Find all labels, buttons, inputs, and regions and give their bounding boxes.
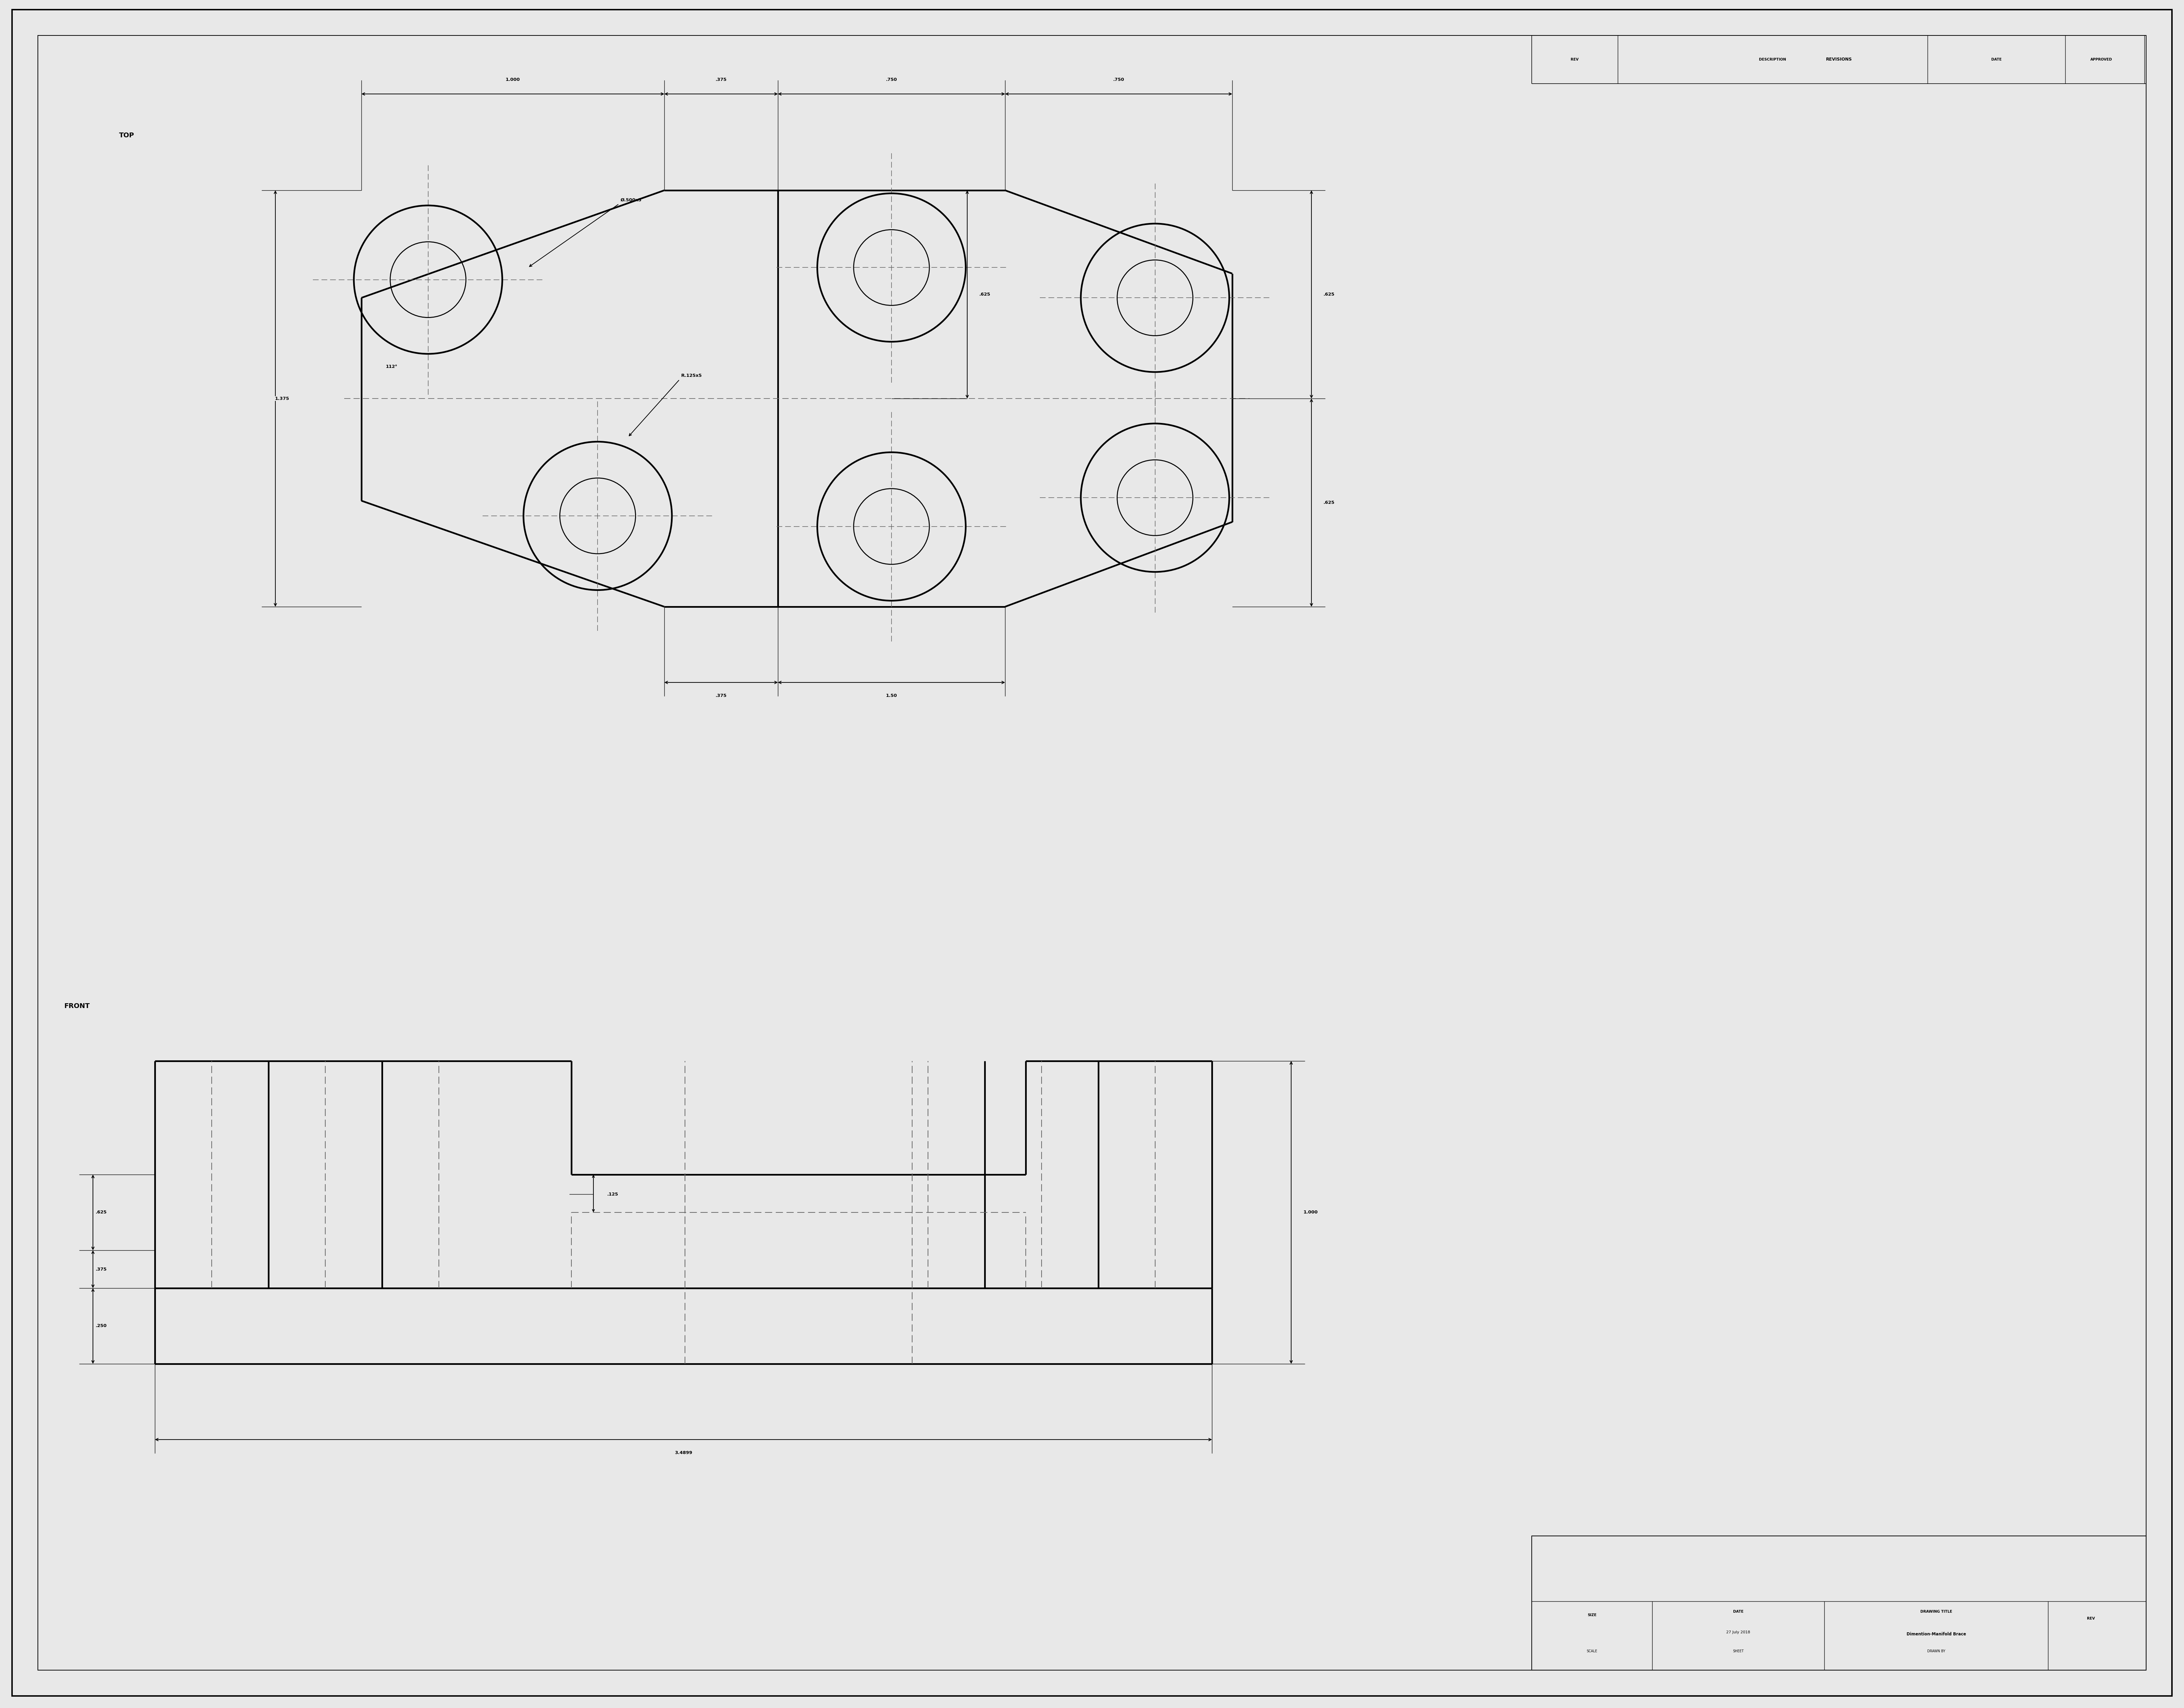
Text: APPROVED: APPROVED: [2090, 58, 2112, 61]
Text: REVISIONS: REVISIONS: [1826, 58, 1852, 61]
Text: FRONT: FRONT: [63, 1003, 90, 1009]
Text: Dimention-Manifold Brace: Dimention-Manifold Brace: [1907, 1631, 1966, 1636]
Text: .250: .250: [96, 1324, 107, 1329]
Text: .625: .625: [1324, 500, 1334, 506]
Text: .750: .750: [887, 77, 898, 82]
Text: 27 July 2018: 27 July 2018: [1725, 1631, 1749, 1635]
Text: .625: .625: [978, 292, 992, 297]
Text: REV: REV: [1570, 58, 1579, 61]
Text: .375: .375: [96, 1267, 107, 1271]
Text: 1.50: 1.50: [887, 693, 898, 699]
Text: 112°: 112°: [387, 364, 397, 369]
Text: TOP: TOP: [120, 132, 133, 138]
Text: .375: .375: [716, 693, 727, 699]
Text: 1.000: 1.000: [507, 77, 520, 82]
Text: DRAWN BY: DRAWN BY: [1926, 1650, 1946, 1653]
Text: REV: REV: [2088, 1617, 2094, 1621]
Text: DATE: DATE: [1734, 1611, 1743, 1614]
Text: Ø.500x5: Ø.500x5: [620, 198, 642, 202]
Text: DRAWING TITLE: DRAWING TITLE: [1920, 1611, 1952, 1614]
Text: SHEET: SHEET: [1732, 1650, 1743, 1653]
Text: .750: .750: [1114, 77, 1125, 82]
Text: 1.375: 1.375: [275, 396, 288, 401]
Text: SIZE: SIZE: [1588, 1614, 1597, 1617]
Text: .375: .375: [716, 77, 727, 82]
Text: R.125x5: R.125x5: [681, 374, 701, 377]
Text: .625: .625: [96, 1211, 107, 1214]
Text: SCALE: SCALE: [1586, 1650, 1597, 1653]
Text: 1.000: 1.000: [1304, 1211, 1317, 1214]
Text: DATE: DATE: [1992, 58, 2001, 61]
Text: DESCRIPTION: DESCRIPTION: [1758, 58, 1787, 61]
Text: .125: .125: [607, 1192, 618, 1197]
Text: 3.4899: 3.4899: [675, 1450, 692, 1455]
Text: .625: .625: [1324, 292, 1334, 297]
Bar: [1531, 1535, 2147, 1670]
